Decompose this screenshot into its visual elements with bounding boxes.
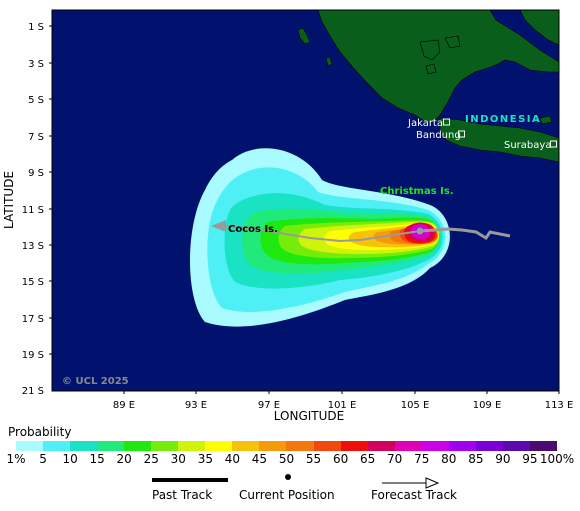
colorbar-swatch <box>205 441 233 451</box>
longitude-axis: 89 E 93 E 97 E 101 E 105 E 109 E 113 E <box>113 391 573 411</box>
past-track-line <box>419 227 511 241</box>
lon-tick: 89 E <box>113 400 135 411</box>
y-axis-title: LATITUDE <box>2 171 16 229</box>
colorbar-swatch <box>97 441 125 451</box>
current-position-symbol <box>285 474 291 480</box>
lat-tick: 7 S <box>28 132 44 143</box>
forecast-arrowhead <box>211 220 226 232</box>
colorbar-swatch <box>475 441 503 451</box>
christmas-island-label: Christmas Is. <box>380 186 454 197</box>
colorbar-tick-label: 60 <box>332 452 349 466</box>
bandung-marker <box>458 130 465 138</box>
x-axis-title: LONGITUDE <box>274 409 344 420</box>
colorbar-tick-label: 45 <box>251 452 268 466</box>
colorbar-tick-label: 80 <box>441 452 457 466</box>
lat-tick: 3 S <box>28 59 44 70</box>
colorbar-swatch <box>232 441 260 451</box>
plot-frame <box>51 9 560 392</box>
lon-tick: 105 E <box>401 400 430 411</box>
colorbar-swatch <box>259 441 287 451</box>
lat-tick: 1 S <box>28 22 44 33</box>
colorbar-tick-label: 90 <box>495 452 511 466</box>
jakarta-marker <box>443 118 450 126</box>
colorbar-tick-label: 35 <box>197 452 213 466</box>
colorbar-tick-label: 25 <box>143 452 159 466</box>
colorbar-swatch <box>448 441 476 451</box>
strike-probability-map: Jakarta Bandung Surabaya INDONESIA Chris… <box>2 9 573 420</box>
surabaya-label: Surabaya <box>504 140 551 151</box>
forecast-track-label: Forecast Track <box>371 488 457 502</box>
landmass <box>297 10 559 163</box>
colorbar-swatch <box>178 441 206 451</box>
probability-colorbar <box>16 441 557 451</box>
indonesia-label: INDONESIA <box>465 114 541 125</box>
colorbar-tick-label: 55 <box>305 452 322 466</box>
lon-tick: 113 E <box>545 400 574 411</box>
colorbar-tick-label: 30 <box>170 452 186 466</box>
legend-title: Probability <box>8 425 72 439</box>
forecast-track-symbol <box>382 477 440 489</box>
cyclone-track <box>211 220 511 243</box>
colorbar-swatch <box>124 441 152 451</box>
lat-tick: 19 S <box>22 350 44 361</box>
latitude-axis: 1 S 3 S 5 S 7 S 9 S 11 S 13 S 15 S 17 S … <box>22 22 52 397</box>
colorbar-tick-label: 20 <box>116 452 132 466</box>
jakarta-label: Jakarta <box>407 118 443 129</box>
colorbar-swatch <box>70 441 98 451</box>
past-track-label: Past Track <box>152 488 213 502</box>
colorbar-tick-label: 50 <box>278 452 295 466</box>
current-position-label: Current Position <box>239 488 335 502</box>
colorbar-swatch <box>151 441 179 451</box>
lat-tick: 15 S <box>22 277 44 288</box>
colorbar-tick-label: 65 <box>360 452 376 466</box>
colorbar-swatch <box>529 441 557 451</box>
colorbar-tick-label: 1% <box>6 452 26 466</box>
colorbar-tick-label: 70 <box>387 452 403 466</box>
lon-tick: 93 E <box>185 400 207 411</box>
colorbar-tick-label: 100% <box>539 452 575 466</box>
lat-tick: 17 S <box>22 314 44 325</box>
colorbar-swatch <box>502 441 530 451</box>
colorbar-ticks: 1% 5 10 15 20 25 30 35 40 45 50 55 60 65 70 75 80 85 90 95 1… <box>0 452 580 466</box>
bandung-label: Bandung <box>416 130 461 141</box>
colorbar-swatch <box>286 441 314 451</box>
lon-tick: 109 E <box>473 400 502 411</box>
colorbar-swatch <box>313 441 341 451</box>
lon-tick: 101 E <box>328 400 357 411</box>
colorbar-swatch <box>421 441 449 451</box>
lat-tick: 13 S <box>22 241 44 252</box>
colorbar-swatch <box>367 441 395 451</box>
lon-tick: 97 E <box>258 400 280 411</box>
colorbar-tick-label: 40 <box>224 452 241 466</box>
colorbar-tick-label: 95 <box>522 452 538 466</box>
cocos-islands-label: Cocos Is. <box>228 224 278 235</box>
colorbar-swatch <box>394 441 422 451</box>
current-position-dot <box>416 227 424 235</box>
colorbar-tick-label: 10 <box>62 452 78 466</box>
colorbar-swatch <box>43 441 71 451</box>
lat-tick: 11 S <box>22 205 44 216</box>
colorbar-tick-label: 5 <box>39 452 47 466</box>
colorbar-swatch <box>16 441 44 451</box>
lat-tick: 21 S <box>22 386 44 397</box>
lat-tick: 9 S <box>28 168 44 179</box>
colorbar-tick-label: 75 <box>414 452 430 466</box>
forecast-track-line <box>221 225 421 243</box>
colorbar-swatch <box>340 441 368 451</box>
past-track-symbol <box>152 478 228 482</box>
lat-tick: 5 S <box>28 95 44 106</box>
colorbar-tick-label: 15 <box>89 452 105 466</box>
copyright-label: © UCL 2025 <box>62 376 129 387</box>
colorbar-tick-label: 85 <box>468 452 484 466</box>
surabaya-marker <box>550 140 557 148</box>
